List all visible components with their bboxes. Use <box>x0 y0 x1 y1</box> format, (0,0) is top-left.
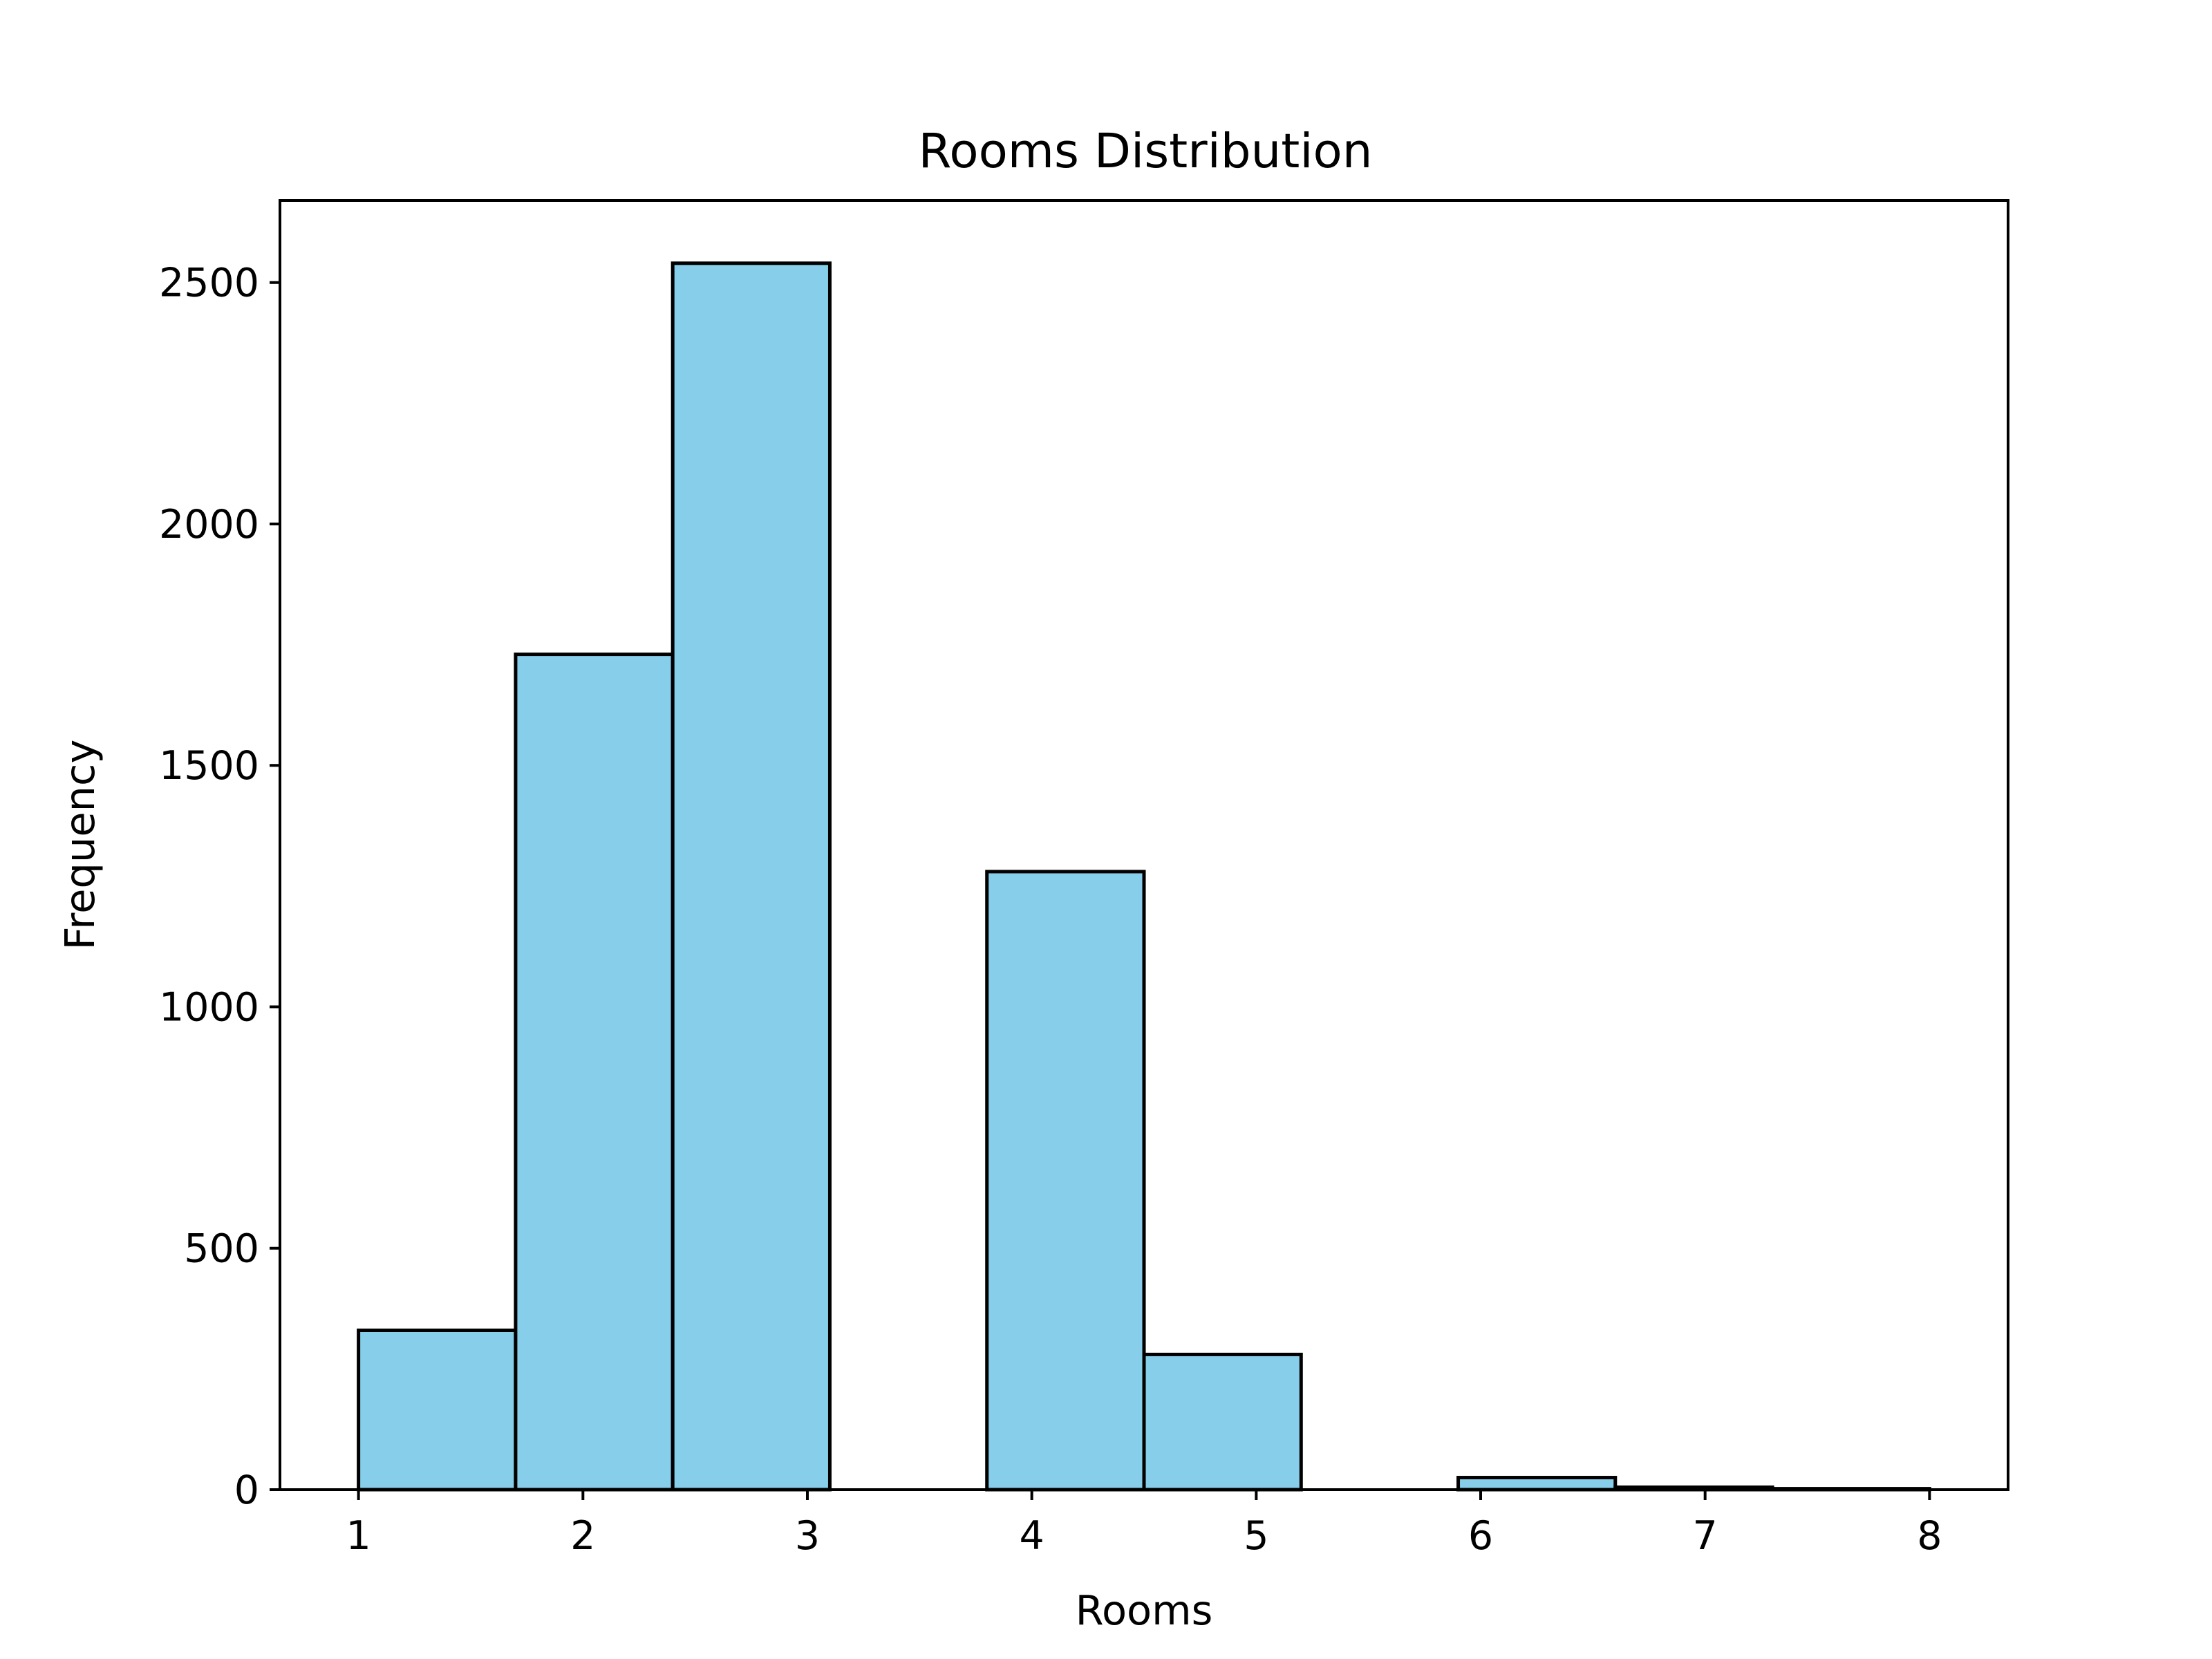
histogram-bar-5 <box>985 870 1146 1492</box>
histogram-bar-1 <box>357 1328 518 1492</box>
bars-group <box>357 261 1931 1492</box>
y-tick-label: 1500 <box>159 743 259 789</box>
y-tick-label: 500 <box>184 1226 259 1272</box>
x-tick-label: 2 <box>570 1513 595 1559</box>
x-tick-label: 7 <box>1693 1513 1718 1559</box>
histogram-bar-6 <box>1142 1352 1303 1492</box>
x-tick-label: 3 <box>795 1513 820 1559</box>
y-tick-label: 1000 <box>159 984 259 1030</box>
histogram-bar-8 <box>1456 1476 1618 1492</box>
plot-frame <box>279 199 2009 1491</box>
x-axis-ticks: 1 2 3 4 5 6 7 8 <box>346 1490 1942 1559</box>
x-tick-label: 6 <box>1468 1513 1493 1559</box>
y-tick-label: 0 <box>234 1468 259 1513</box>
y-tick-label: 2500 <box>159 261 259 306</box>
x-tick-label: 1 <box>346 1513 371 1559</box>
histogram-bar-3 <box>671 261 832 1492</box>
y-tick-label: 2000 <box>159 502 259 547</box>
y-axis-ticks: 0 500 1000 1500 2000 2500 <box>159 261 280 1513</box>
x-tick-label: 5 <box>1244 1513 1268 1559</box>
x-axis-label: Rooms <box>1076 1586 1213 1634</box>
x-tick-label: 4 <box>1020 1513 1044 1559</box>
x-tick-label: 8 <box>1917 1513 1942 1559</box>
histogram-bar-2 <box>514 653 675 1492</box>
chart-title: Rooms Distribution <box>919 124 1373 179</box>
y-axis-label: Frequency <box>56 740 104 950</box>
